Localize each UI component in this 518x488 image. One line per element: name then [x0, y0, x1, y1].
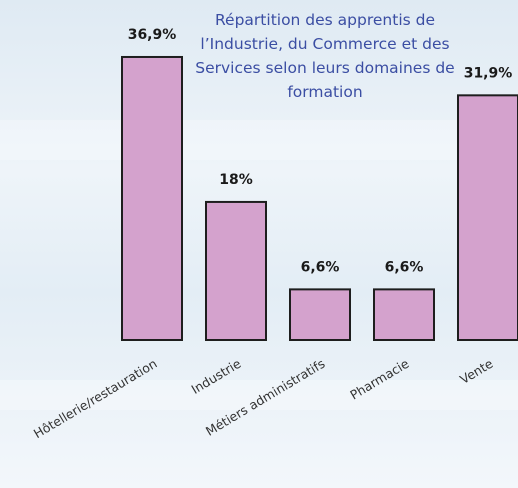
background-streak	[0, 120, 518, 160]
value-label: 31,9%	[464, 65, 513, 81]
bar	[205, 200, 267, 341]
bar	[121, 55, 183, 342]
bar	[457, 94, 518, 342]
value-label: 6,6%	[385, 259, 424, 275]
value-label: 6,6%	[301, 259, 340, 275]
bar	[373, 288, 435, 341]
value-label: 36,9%	[128, 27, 177, 43]
value-label: 18%	[219, 172, 253, 188]
background-streak	[0, 380, 518, 410]
chart-title: Répartition des apprentis de l’Industrie…	[195, 11, 455, 101]
bar	[289, 288, 351, 341]
